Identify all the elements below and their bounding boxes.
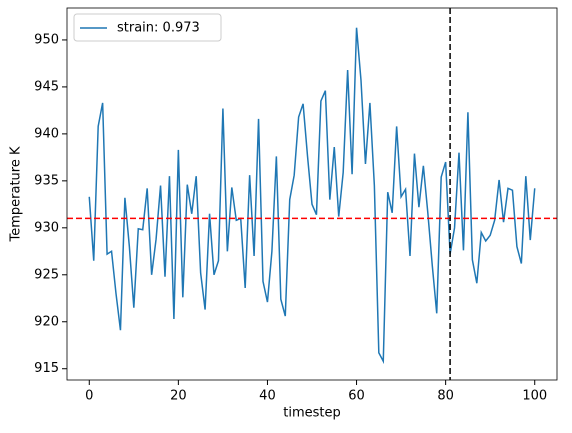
- plot-frame: [66, 7, 558, 381]
- legend-box: [73, 13, 222, 42]
- y-tick-label: 945: [34, 79, 59, 94]
- x-axis-label: timestep: [283, 406, 341, 421]
- data-line: [88, 27, 536, 365]
- y-tick-label: 925: [34, 267, 59, 282]
- x-tick-label: 0: [85, 389, 93, 404]
- y-tick-label: 930: [34, 220, 59, 235]
- y-tick-label: 940: [34, 126, 59, 141]
- legend-label: strain: 0.973: [117, 21, 200, 36]
- y-tick-label: 950: [34, 32, 59, 47]
- y-tick-label: 915: [34, 361, 59, 376]
- y-tick-label: 935: [34, 173, 59, 188]
- x-tick-label: 80: [437, 389, 454, 404]
- x-tick-label: 60: [348, 389, 365, 404]
- x-tick-label: 100: [522, 389, 547, 404]
- x-tick-label: 40: [259, 389, 276, 404]
- y-axis-label: Temperature K: [9, 146, 24, 242]
- y-tick-label: 920: [34, 314, 59, 329]
- x-tick-label: 20: [170, 389, 187, 404]
